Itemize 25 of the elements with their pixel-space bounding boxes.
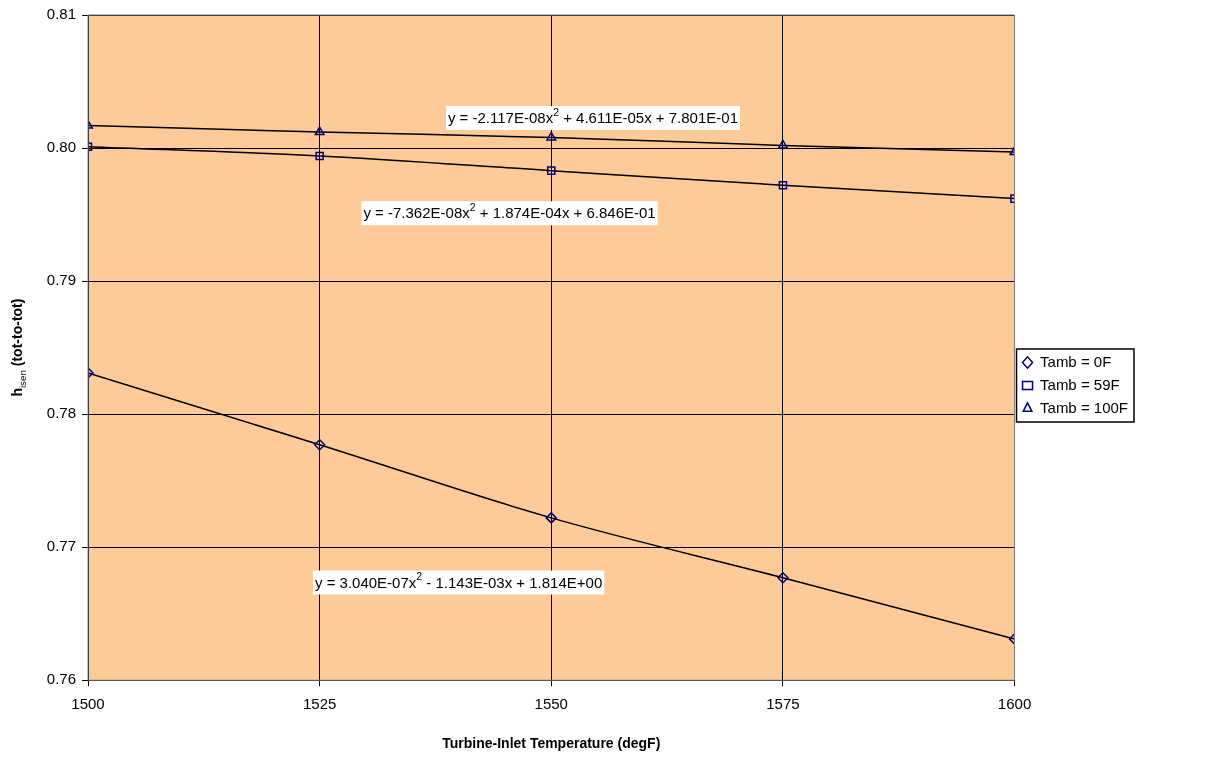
point bbox=[545, 512, 558, 524]
x-tick-label: 1500 bbox=[71, 695, 105, 713]
point bbox=[313, 438, 326, 451]
y-tick-label: 0.81 bbox=[46, 5, 76, 23]
x-tick-label: 1550 bbox=[534, 695, 568, 713]
point bbox=[778, 181, 788, 190]
x-tick-label: 1525 bbox=[302, 695, 337, 713]
point bbox=[315, 151, 324, 161]
legend-label: Tamb = 0F bbox=[1040, 352, 1112, 370]
y-tick-label: 0.80 bbox=[46, 138, 76, 156]
point bbox=[777, 139, 788, 149]
y-tick-label: 0.76 bbox=[46, 670, 76, 688]
point bbox=[546, 131, 557, 141]
point bbox=[314, 126, 325, 136]
legend-label: Tamb = 59F bbox=[1040, 375, 1120, 393]
y-tick-label: 0.79 bbox=[46, 271, 76, 289]
x-tick-label: 1575 bbox=[766, 695, 800, 713]
y-tick-label: 0.77 bbox=[46, 537, 76, 555]
point bbox=[546, 166, 556, 175]
y-tick-label: 0.78 bbox=[46, 404, 76, 422]
point bbox=[777, 572, 789, 584]
legend-label: Tamb = 100F bbox=[1040, 398, 1128, 416]
x-axis-title: Turbine-Inlet Temperature (degF) bbox=[442, 735, 661, 752]
x-tick-label: 1600 bbox=[997, 695, 1032, 713]
y-axis-title: hisen (tot-to-tot) bbox=[8, 298, 29, 397]
